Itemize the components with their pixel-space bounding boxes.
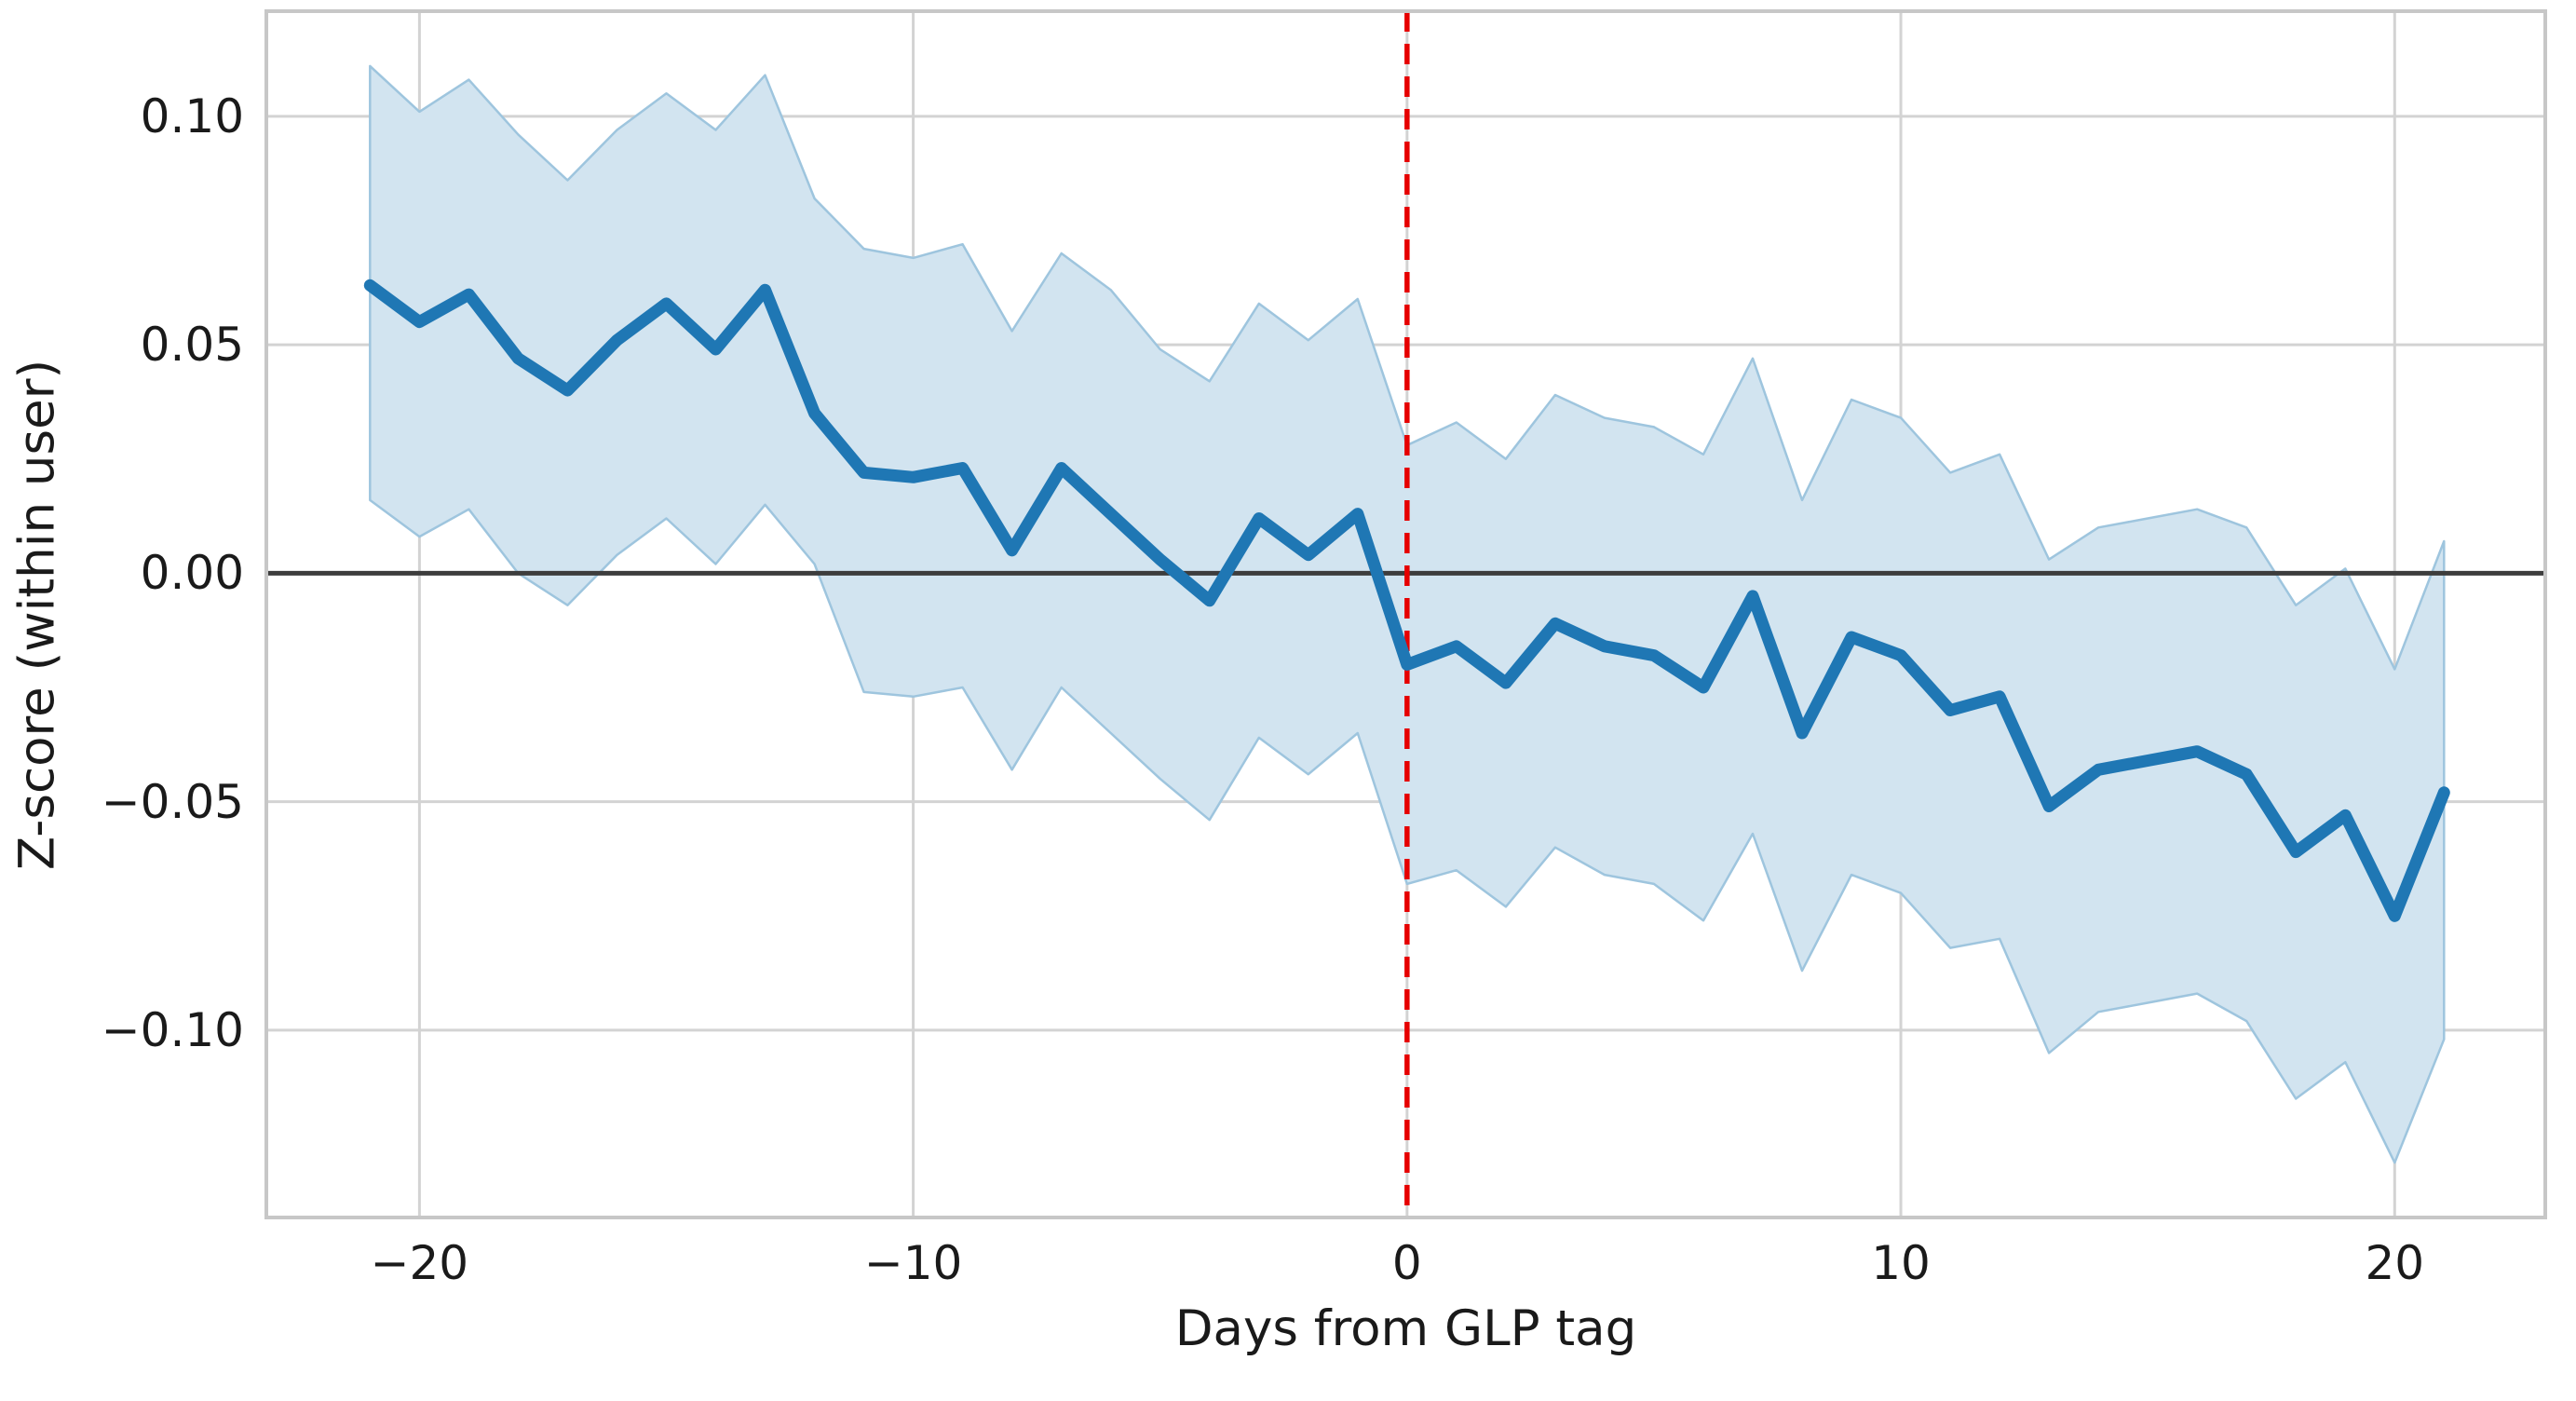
x-tick-label: 20: [2365, 1236, 2425, 1290]
x-tick-label: 0: [1391, 1236, 1422, 1290]
refline-layer: [266, 11, 2545, 1217]
mean-line: [363, 279, 2450, 922]
spine-layer: [264, 9, 2547, 1219]
x-tick-label: −10: [863, 1236, 963, 1290]
x-tick-label: 10: [1871, 1236, 1931, 1290]
x-tick-label: −20: [370, 1236, 469, 1290]
y-tick-label: 0.10: [140, 88, 244, 143]
y-tick-label: −0.05: [101, 774, 244, 829]
line-layer: [363, 279, 2450, 922]
y-tick-label: −0.10: [101, 1002, 244, 1057]
y-tick-label: 0.05: [140, 318, 244, 373]
x-axis-label: Days from GLP tag: [1174, 1300, 1637, 1357]
plot-border: [264, 9, 2547, 1219]
y-tick-label: 0.00: [140, 546, 244, 601]
